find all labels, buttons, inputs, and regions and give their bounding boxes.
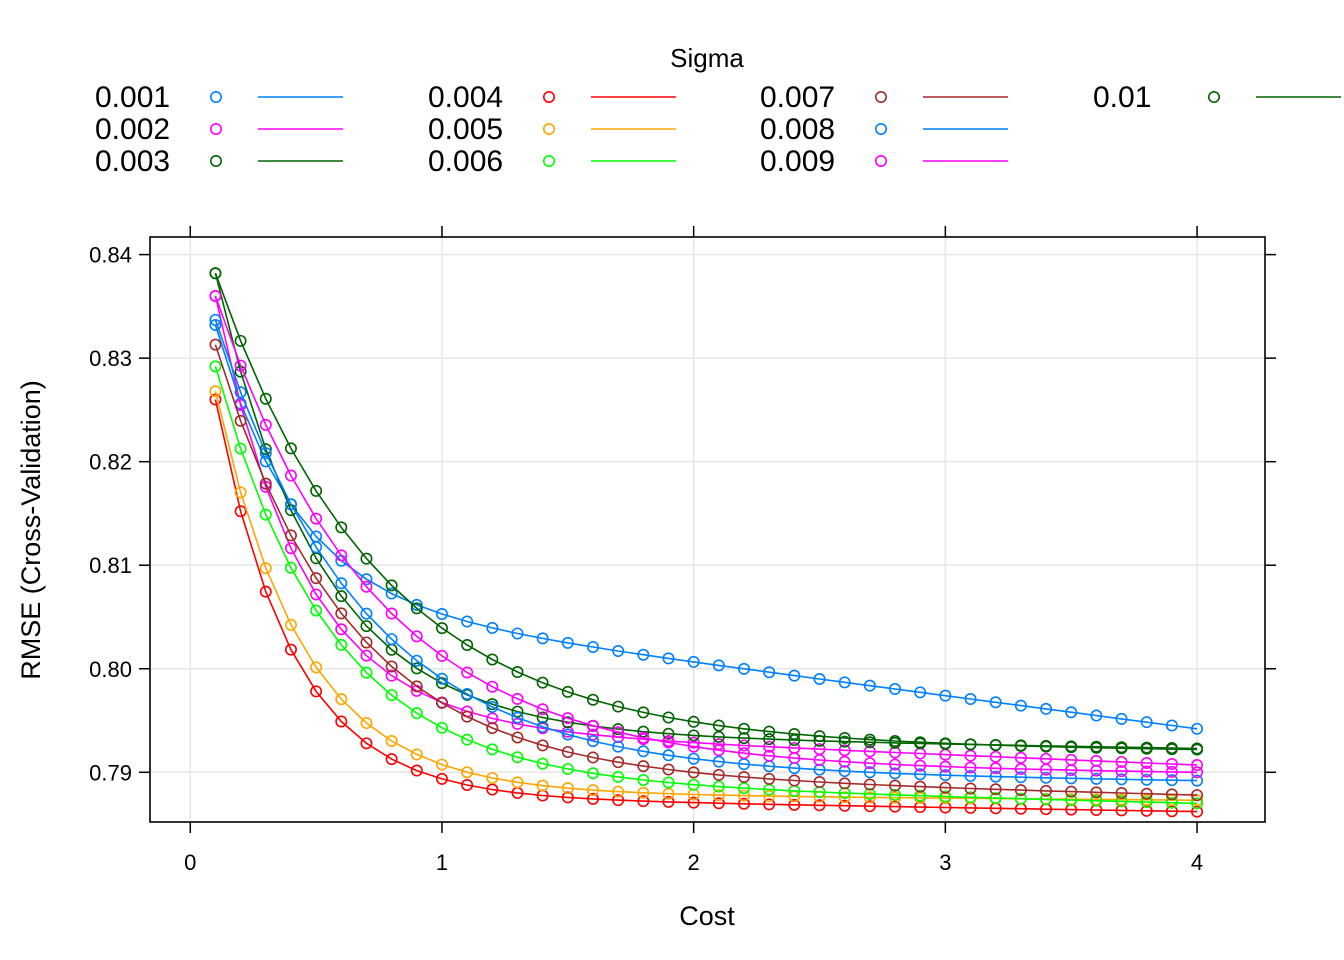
series-line-0.006 [215, 366, 1197, 803]
legend-item-0.007: 0.007 [760, 81, 1008, 114]
series-line-0.01 [215, 273, 1197, 749]
x-tick-label-2: 2 [688, 850, 700, 875]
legend-item-0.003: 0.003 [95, 145, 343, 178]
legend-point-0.006 [544, 156, 554, 166]
legend-label-0.002: 0.002 [95, 113, 170, 146]
legend-item-0.009: 0.009 [760, 145, 1008, 178]
legend-label-0.01: 0.01 [1093, 81, 1151, 114]
series-layer [210, 268, 1202, 817]
y-tick-label-0: 0.79 [89, 760, 132, 785]
series-0.009 [210, 291, 1202, 778]
legend-point-0.002 [211, 124, 221, 134]
x-tick-label-0: 0 [184, 850, 196, 875]
legend-item-0.005: 0.005 [428, 113, 676, 146]
plot-frame [150, 237, 1265, 822]
legend-item-0.001: 0.001 [95, 81, 343, 114]
legend-item-0.004: 0.004 [428, 81, 676, 114]
legend-label-0.005: 0.005 [428, 113, 503, 146]
series-0.003 [210, 268, 1202, 754]
legend-label-0.009: 0.009 [760, 145, 835, 178]
legend-point-0.004 [544, 92, 554, 102]
y-tick-label-5: 0.84 [89, 243, 132, 268]
grid [150, 237, 1265, 822]
legend-point-0.009 [876, 156, 886, 166]
legend-point-0.007 [876, 92, 886, 102]
legend-label-0.004: 0.004 [428, 81, 503, 114]
legend-item-0.002: 0.002 [95, 113, 343, 146]
legend-item-0.006: 0.006 [428, 145, 676, 178]
y-tick-label-1: 0.80 [89, 657, 132, 682]
series-0.001 [210, 320, 1202, 734]
legend-point-0.005 [544, 124, 554, 134]
legend-point-0.003 [211, 156, 221, 166]
y-axis-title: RMSE (Cross-Validation) [16, 380, 46, 680]
x-tick-label-3: 3 [939, 850, 951, 875]
y-tick-label-2: 0.81 [89, 553, 132, 578]
legend-label-0.001: 0.001 [95, 81, 170, 114]
legend-label-0.008: 0.008 [760, 113, 835, 146]
legend-item-0.008: 0.008 [760, 113, 1008, 146]
x-tick-label-4: 4 [1191, 850, 1203, 875]
legend-item-0.01: 0.01 [1093, 81, 1341, 114]
series-0.006 [210, 361, 1202, 808]
legend-label-0.006: 0.006 [428, 145, 503, 178]
series-line-0.002 [215, 296, 1197, 765]
axes: 0 1 2 3 4 0.79 0.80 0.81 0.82 0.83 0.84 [89, 226, 1276, 875]
legend-label-0.007: 0.007 [760, 81, 835, 114]
legend-point-0.008 [876, 124, 886, 134]
series-0.01 [210, 268, 1202, 755]
legend-point-0.001 [211, 92, 221, 102]
series-line-0.009 [215, 296, 1197, 772]
series-0.002 [210, 291, 1202, 770]
y-tick-label-3: 0.82 [89, 450, 132, 475]
x-axis-title: Cost [679, 901, 735, 931]
series-0.007 [210, 339, 1202, 800]
legend-title: Sigma [670, 43, 744, 73]
y-tick-label-4: 0.83 [89, 346, 132, 371]
x-tick-label-1: 1 [436, 850, 448, 875]
legend-point-0.01 [1209, 92, 1219, 102]
legend-label-0.003: 0.003 [95, 145, 170, 178]
data-point-0.007-0 [210, 339, 220, 349]
